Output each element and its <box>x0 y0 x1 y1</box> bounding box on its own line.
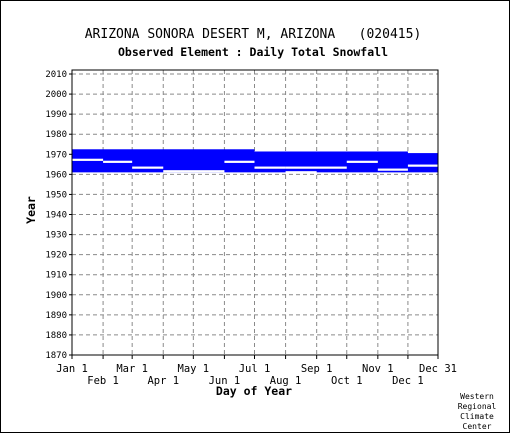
missing-data-gap <box>377 168 408 171</box>
plot-border <box>71 69 439 356</box>
x-tick-label: Apr 1 <box>147 375 179 387</box>
y-tick-label: 1900 <box>45 291 67 301</box>
observation-block <box>254 151 438 173</box>
x-tick-label: Feb 1 <box>87 375 119 387</box>
chart-subtitle: Observed Element : Daily Total Snowfall <box>118 45 388 59</box>
x-tick-label: Dec 31 <box>419 363 457 375</box>
x-tick-label: Sep 1 <box>301 363 333 375</box>
missing-data-gap <box>285 166 347 169</box>
missing-data-gap <box>103 160 133 163</box>
y-tick-label: 1910 <box>45 271 67 281</box>
x-tick-label: Aug 1 <box>270 375 302 387</box>
missing-data-gap <box>346 160 378 163</box>
missing-data-gap <box>407 164 438 167</box>
y-tick-label: 1950 <box>45 190 67 200</box>
x-tick-label: Jan 1 <box>56 363 88 375</box>
data-layer <box>72 149 438 174</box>
y-tick-label: 1890 <box>45 311 67 321</box>
plot-area <box>72 70 438 355</box>
y-tick-label: 1990 <box>45 110 67 120</box>
x-tick-label: Nov 1 <box>362 363 394 375</box>
x-tick-label: Mar 1 <box>116 363 148 375</box>
y-tick-label: 1870 <box>45 351 67 361</box>
missing-data-gap <box>285 171 317 174</box>
credit-line-3: Climate <box>460 412 494 421</box>
chart-title: ARIZONA SONORA DESERT M, ARIZONA (020415… <box>85 27 422 42</box>
credit-line-4: Center <box>463 422 492 431</box>
y-tick-label: 1980 <box>45 130 67 140</box>
x-tick-label: Jul 1 <box>239 363 271 375</box>
y-tick-label: 2010 <box>45 70 67 80</box>
x-tick-label: Dec 1 <box>392 375 424 387</box>
y-tick-layer: 1870 1880 1890 1900 1910 1920 1930 1940 1950 1960… <box>45 70 72 361</box>
observation-block <box>72 149 255 173</box>
missing-data-gap <box>254 166 286 169</box>
y-tick-label: 1970 <box>45 150 67 160</box>
missing-data-gap <box>407 150 438 154</box>
x-tick-label: Jun 1 <box>209 375 241 387</box>
missing-data-gap <box>163 170 225 173</box>
missing-data-gap <box>72 158 104 161</box>
y-tick-label: 1920 <box>45 251 67 261</box>
credit-line-2: Regional <box>458 402 497 411</box>
y-tick-label: 2000 <box>45 90 67 100</box>
x-axis-label: Day of Year <box>216 384 292 398</box>
y-tick-label: 1880 <box>45 331 67 341</box>
x-tick-label: Oct 1 <box>331 375 363 387</box>
y-axis-label: Year <box>24 196 38 224</box>
y-tick-label: 1930 <box>45 231 67 241</box>
y-tick-label: 1960 <box>45 170 67 180</box>
x-tick-layer: Jan 1 Mar 1 May 1 Jul 1 Sep 1 Nov 1 Dec 31 Feb … <box>56 355 457 387</box>
grid-layer <box>72 70 438 356</box>
x-tick-label: May 1 <box>178 363 210 375</box>
credit-line-1: Western <box>460 392 494 401</box>
y-tick-label: 1940 <box>45 211 67 221</box>
missing-data-gap <box>132 166 164 169</box>
missing-data-gap <box>224 160 255 163</box>
